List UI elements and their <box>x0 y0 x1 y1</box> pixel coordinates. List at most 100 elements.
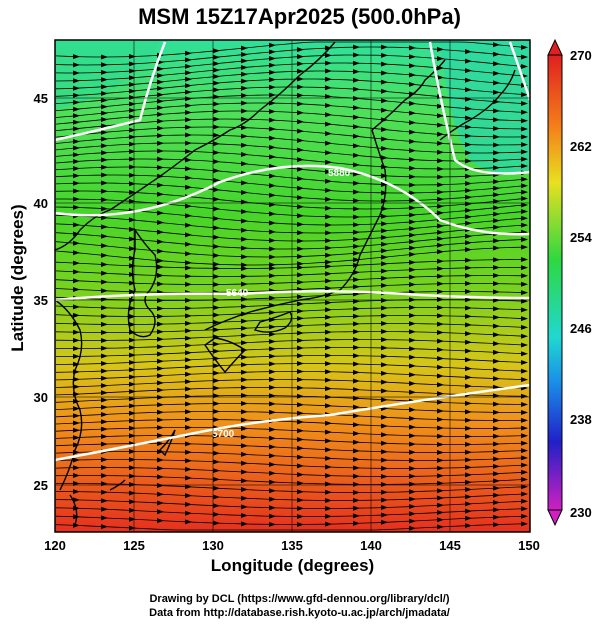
wind-arrowhead <box>73 337 80 343</box>
wind-arrowhead <box>213 87 220 93</box>
wind-arrowhead <box>101 188 108 194</box>
wind-arrowhead <box>297 419 304 425</box>
wind-arrowhead <box>213 433 220 439</box>
wind-arrowhead <box>129 164 136 170</box>
wind-arrowhead <box>101 353 108 359</box>
wind-arrowhead <box>157 366 164 371</box>
wind-arrowhead <box>213 225 220 231</box>
wind-arrowhead <box>213 348 220 354</box>
wind-arrowhead <box>353 353 360 359</box>
y-tick-label: 30 <box>34 390 48 405</box>
wind-arrowhead <box>297 428 304 434</box>
wind-arrowhead <box>73 312 80 318</box>
wind-arrowhead <box>73 188 80 194</box>
wind-arrowhead <box>325 178 332 184</box>
wind-arrowhead <box>437 149 444 155</box>
wind-arrowhead <box>353 69 360 75</box>
wind-arrowhead <box>73 427 80 433</box>
wind-arrowhead <box>129 352 136 358</box>
wind-arrowhead <box>241 266 248 271</box>
wind-arrowhead <box>493 332 500 338</box>
wind-arrowhead <box>465 133 472 139</box>
wind-arrowhead <box>269 238 276 243</box>
wind-arrowhead <box>73 173 80 179</box>
wind-arrowhead <box>185 371 192 377</box>
wind-arrowhead <box>437 266 444 272</box>
wind-arrowhead <box>129 337 136 343</box>
wind-arrowhead <box>521 425 528 431</box>
wind-arrowhead <box>353 52 360 58</box>
wind-arrowhead <box>325 386 332 392</box>
contours <box>54 41 532 462</box>
wind-arrowhead <box>129 449 136 454</box>
wind-arrowhead <box>241 245 248 251</box>
wind-arrowhead <box>521 109 528 115</box>
wind-arrowhead <box>241 152 248 157</box>
wind-arrowhead <box>381 98 388 104</box>
wind-arrowhead <box>353 306 360 312</box>
wind-arrowhead <box>213 141 220 147</box>
wind-arrowhead <box>101 345 108 351</box>
wind-arrowhead <box>353 490 360 495</box>
wind-arrowhead <box>381 397 388 403</box>
wind-arrowhead <box>521 64 528 69</box>
wind-arrowhead <box>241 504 248 510</box>
wind-arrowhead <box>325 222 332 228</box>
wind-arrowhead <box>213 54 220 60</box>
wind-arrowhead <box>213 67 220 73</box>
wind-arrowhead <box>129 490 136 496</box>
wind-arrowhead <box>101 434 108 439</box>
wind-arrowhead <box>381 305 388 311</box>
wind-arrowhead <box>493 205 500 211</box>
wind-arrowhead <box>353 345 360 350</box>
wind-arrowhead <box>269 84 276 90</box>
wind-arrowhead <box>409 416 416 421</box>
wind-arrowhead <box>269 154 276 160</box>
wind-arrowhead <box>437 223 444 229</box>
wind-arrowhead <box>185 57 192 63</box>
wind-arrowhead <box>437 364 444 370</box>
wind-arrowhead <box>353 189 360 195</box>
y-tick-label: 35 <box>34 293 48 308</box>
wind-arrowhead <box>521 498 528 504</box>
wind-arrowhead <box>129 101 136 107</box>
wind-arrowhead <box>353 387 360 393</box>
wind-arrowhead <box>101 84 108 90</box>
wind-arrowhead <box>493 323 500 329</box>
wind-arrowhead <box>157 201 164 206</box>
wind-arrowhead <box>521 455 528 461</box>
wind-arrowhead <box>437 249 444 255</box>
wind-arrowhead <box>353 162 360 168</box>
wind-arrowhead <box>213 485 220 491</box>
wind-arrowhead <box>129 172 136 178</box>
wind-arrowhead <box>437 321 444 327</box>
wind-arrowhead <box>241 513 248 518</box>
wind-arrowhead <box>157 509 164 515</box>
wind-arrowhead <box>465 383 472 389</box>
wind-arrowhead <box>353 133 360 139</box>
wind-arrowhead <box>437 313 444 319</box>
wind-arrowhead <box>465 142 472 148</box>
wind-arrowhead <box>521 402 528 407</box>
wind-arrowhead <box>73 269 80 275</box>
wind-arrowhead <box>185 222 192 228</box>
wind-arrowhead <box>297 254 304 259</box>
wind-arrowhead <box>269 496 276 502</box>
wind-arrowhead <box>241 304 248 309</box>
wind-arrowhead <box>73 85 80 91</box>
wind-arrowhead <box>185 124 192 130</box>
wind-arrowhead <box>521 202 528 208</box>
wind-arrowhead <box>409 120 416 126</box>
wind-arrowhead <box>381 70 388 76</box>
wind-arrowhead <box>465 194 472 200</box>
wind-arrowhead <box>325 403 332 409</box>
wind-arrowhead <box>325 473 332 479</box>
wind-arrowhead <box>437 495 444 501</box>
wind-arrowhead <box>101 441 108 447</box>
wind-arrowhead <box>465 158 472 164</box>
wind-arrowhead <box>437 473 444 479</box>
wind-arrowhead <box>101 129 108 135</box>
wind-arrowhead <box>157 336 164 342</box>
wind-arrowhead <box>409 219 416 225</box>
wind-arrowhead <box>325 214 332 220</box>
